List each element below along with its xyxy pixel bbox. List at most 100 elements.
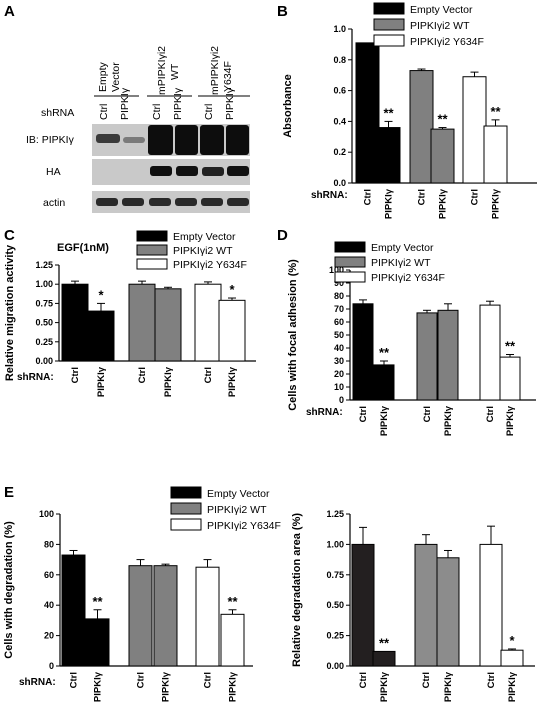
category-label: Ctrl <box>136 672 147 688</box>
y-tick-label: 30 <box>334 356 344 366</box>
significance-mark: ** <box>437 112 448 127</box>
category-label: PIPKIγ <box>505 405 516 436</box>
bar <box>414 543 438 667</box>
bar <box>61 554 86 667</box>
legend-swatch <box>334 271 366 283</box>
y-tick-label: 0 <box>49 661 54 671</box>
blot-group-y634f-line1: mPIPKIγi2 <box>209 46 221 95</box>
category-label: PIPKIγ <box>228 671 239 702</box>
panel-label-c: C <box>4 227 15 244</box>
bar <box>87 310 115 362</box>
category-label: PIPKIγ <box>507 671 518 702</box>
significance-mark: * <box>98 287 104 302</box>
y-tick-label: 20 <box>334 369 344 379</box>
significance-mark: ** <box>505 339 516 354</box>
panel-label-d: D <box>277 227 288 244</box>
chart-d: 0 10 20 30 40 50 60 70 80 90 100 Cells with focal a… <box>287 241 536 436</box>
y-axis-title: Relative migration activity <box>4 244 16 381</box>
panel-label-a: A <box>4 3 15 20</box>
y-tick-label: 0.00 <box>326 661 344 671</box>
legend-entry: Empty Vector <box>207 488 270 500</box>
bar-charts: 0.00.20.40.60.81.0AbsorbanceCtrl**PIPKIγ… <box>3 2 537 702</box>
bar <box>195 566 220 667</box>
blot-lane-3: Ctrl <box>151 104 163 120</box>
bar <box>85 618 110 667</box>
category-label: PIPKIγ <box>93 671 104 702</box>
category-label: Ctrl <box>358 672 369 688</box>
y-tick-label: 0.50 <box>326 600 344 610</box>
panel-label-b: B <box>277 3 288 20</box>
blot-band <box>201 198 223 206</box>
y-tick-label: 0.0 <box>333 178 346 188</box>
bar <box>462 76 487 184</box>
bar <box>409 70 434 184</box>
significance-mark: ** <box>490 104 501 119</box>
blot-row-label-ha: HA <box>46 166 61 178</box>
category-label: PIPKIγ <box>379 405 390 436</box>
significance-mark: * <box>229 282 235 297</box>
blot-band <box>123 137 145 143</box>
category-label: PIPKIγ <box>379 671 390 702</box>
bar <box>218 299 246 362</box>
y-tick-label: 0.6 <box>333 86 346 96</box>
y-tick-label: 60 <box>44 570 54 580</box>
chart-title: EGF(1nM) <box>57 242 109 254</box>
bar <box>372 650 396 667</box>
legend-entry: Empty Vector <box>371 242 434 254</box>
legend-swatch <box>334 241 366 253</box>
y-tick-label: 1.25 <box>35 260 53 270</box>
chart-c: EGF(1nM) 0.00 0.25 0.50 0.75 1.00 1.25 Relative… <box>4 230 256 397</box>
category-label: Ctrl <box>137 367 148 383</box>
bar <box>479 304 501 401</box>
y-axis-title: Cells with degradation (%) <box>3 521 15 659</box>
y-tick-label: 1.00 <box>35 279 53 289</box>
blot-band <box>150 166 172 176</box>
blot-band <box>96 198 118 206</box>
y-tick-label: 10 <box>334 382 344 392</box>
y-tick-label: 50 <box>334 330 344 340</box>
blot-row-label-pipki: IB: PIPKIγ <box>26 134 75 146</box>
legend-entry: PIPKIγi2 WT <box>207 504 267 516</box>
y-tick-label: 80 <box>44 539 54 549</box>
blot-lane-1: Ctrl <box>98 104 110 120</box>
legend-swatch <box>136 258 168 270</box>
shrna-label: shRNA: <box>311 190 348 201</box>
y-tick-label: 0.4 <box>333 116 346 126</box>
category-label: PIPKIγ <box>384 188 395 219</box>
chart-b: 0.0 0.2 0.4 0.6 0.8 1.0 Absorbance Ctrl ** PIPKIγ… <box>282 2 537 219</box>
bar <box>416 312 438 401</box>
blot-group-y634f-line2: Y634F <box>222 61 234 92</box>
y-tick-label: 20 <box>44 631 54 641</box>
legend-swatch <box>373 18 405 31</box>
category-label: PIPKIγ <box>161 671 172 702</box>
y-tick-label: 0.50 <box>35 318 53 328</box>
category-label: Ctrl <box>421 672 432 688</box>
significance-mark: ** <box>92 594 103 609</box>
category-label: Ctrl <box>358 406 369 422</box>
significance-mark: * <box>509 633 515 648</box>
blot-row-label-actin: actin <box>43 197 65 209</box>
blot-band <box>227 166 249 176</box>
category-label: Ctrl <box>203 672 214 688</box>
legend-entry: PIPKIγi2 WT <box>371 257 431 269</box>
legend-swatch <box>170 486 202 499</box>
y-tick-label: 0.25 <box>35 337 53 347</box>
bar <box>154 288 182 362</box>
chart-e1: 0 20 40 60 80 100 Cells with degradation (%) Ct… <box>3 486 281 702</box>
blot-band <box>148 125 173 155</box>
blot-band <box>176 166 198 176</box>
bar <box>194 283 222 362</box>
significance-mark: ** <box>227 594 238 609</box>
bar <box>351 543 375 667</box>
bar <box>500 649 524 667</box>
shrna-label: shRNA: <box>19 677 56 688</box>
blot-band <box>96 134 120 143</box>
bar <box>153 565 178 667</box>
y-tick-label: 0.75 <box>35 298 53 308</box>
blot-lane-4: PIPKIγ <box>172 87 184 120</box>
y-axis-title: Cells with focal adhesion (%) <box>287 259 299 411</box>
category-label: PIPKIγ <box>438 188 449 219</box>
y-tick-label: 0.75 <box>326 570 344 580</box>
bar <box>436 557 460 667</box>
panel-label-e: E <box>4 484 14 501</box>
